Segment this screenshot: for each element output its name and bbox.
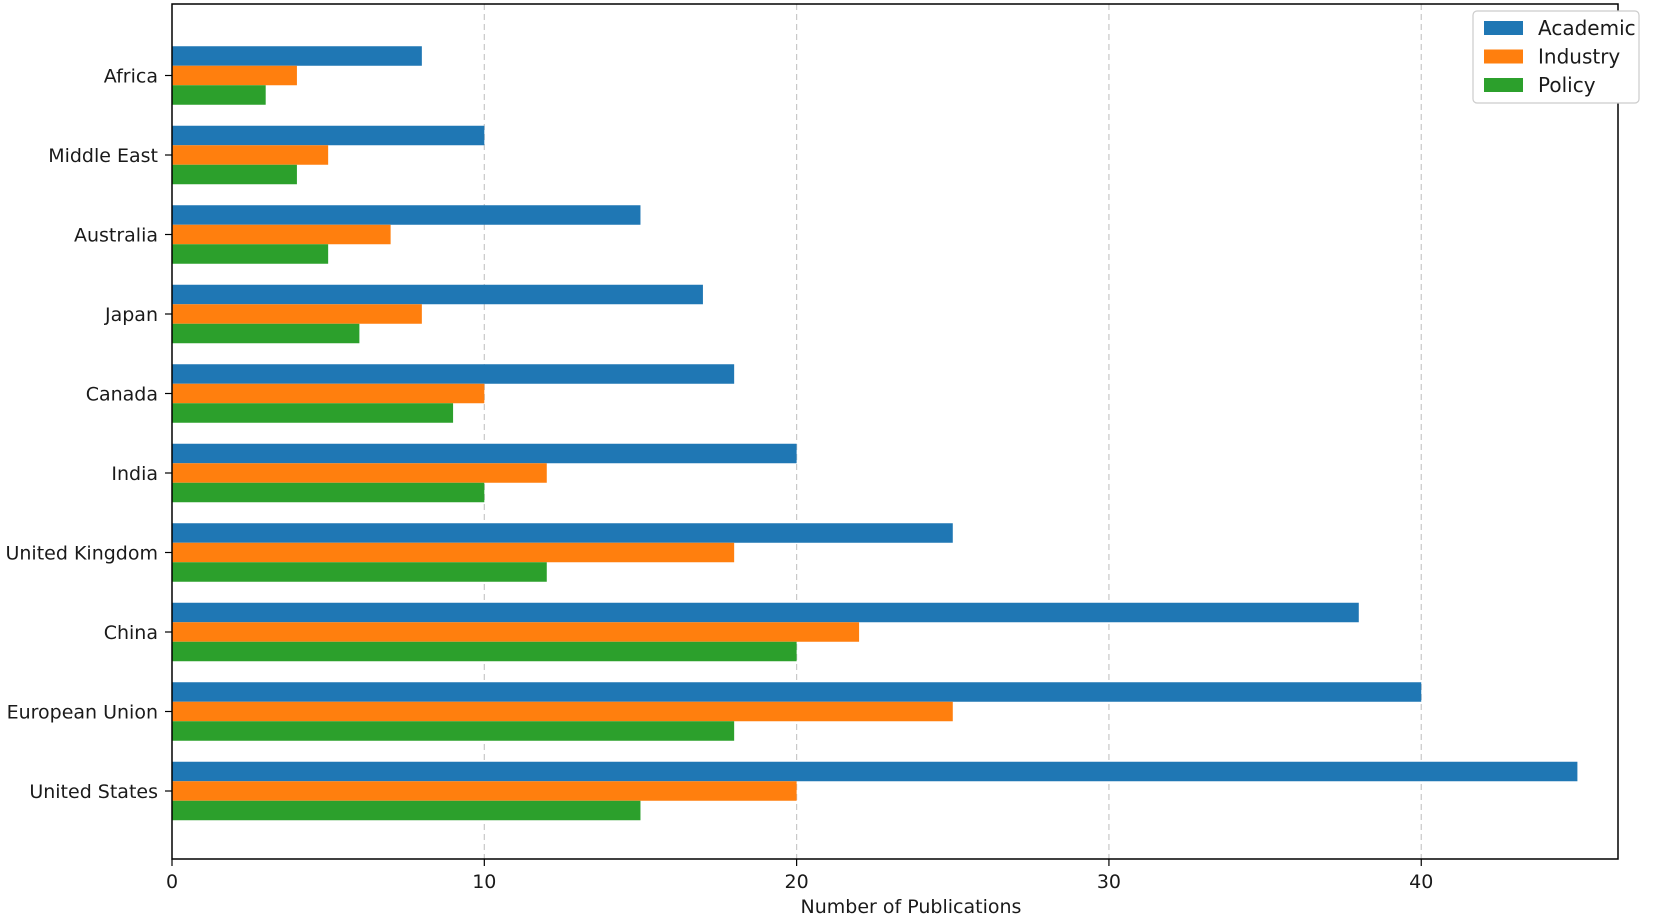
bar-industry-canada xyxy=(172,383,485,404)
x-tick-label-10: 10 xyxy=(472,871,496,893)
y-tick-label-united-states: United States xyxy=(29,781,158,803)
bar-policy-africa xyxy=(172,85,266,105)
legend-label-industry: Industry xyxy=(1538,45,1620,69)
bar-policy-china xyxy=(172,641,797,662)
bar-academic-india xyxy=(172,443,797,464)
y-tick-label-canada: Canada xyxy=(86,384,158,406)
y-tick-label-australia: Australia xyxy=(74,225,158,247)
y-tick-label-india: India xyxy=(111,463,158,485)
legend: Academic Industry Policy xyxy=(1472,10,1640,104)
bar-policy-united-kingdom xyxy=(172,562,547,582)
x-tick-label-20: 20 xyxy=(785,871,809,893)
legend-label-academic: Academic xyxy=(1538,16,1636,40)
y-axis-ticks: United States European Union China United K… xyxy=(5,66,172,803)
bar-academic-china xyxy=(172,602,1359,623)
bar-academic-africa xyxy=(172,46,422,66)
x-tick-label-40: 40 xyxy=(1409,871,1433,893)
bar-academic-european-union xyxy=(172,682,1422,702)
bar-industry-european-union xyxy=(172,701,953,722)
bar-policy-japan xyxy=(172,323,360,344)
bar-industry-china xyxy=(172,622,860,642)
y-tick-label-china: China xyxy=(104,622,158,644)
y-tick-label-japan: Japan xyxy=(104,304,158,326)
plot-frame xyxy=(171,3,1619,860)
y-tick-label-middle-east: Middle East xyxy=(48,145,158,167)
bar-industry-australia xyxy=(172,224,391,245)
bar-academic-united-kingdom xyxy=(172,523,953,543)
bar-academic-australia xyxy=(172,205,641,225)
bar-policy-european-union xyxy=(172,721,735,741)
legend-label-policy: Policy xyxy=(1538,73,1596,97)
y-tick-label-africa: Africa xyxy=(104,66,158,88)
bar-industry-united-kingdom xyxy=(172,542,735,563)
bar-academic-japan xyxy=(172,284,703,305)
bar-policy-australia xyxy=(172,244,329,264)
legend-swatch-policy xyxy=(1484,78,1523,92)
x-axis-ticks: 0 10 20 30 40 xyxy=(166,859,1433,893)
bar-industry-united-states xyxy=(172,781,797,801)
bar-academic-united-states xyxy=(172,761,1578,782)
bar-industry-japan xyxy=(172,304,422,324)
x-tick-label-0: 0 xyxy=(166,871,178,893)
bar-policy-canada xyxy=(172,403,454,423)
y-tick-label-european-union: European Union xyxy=(7,702,158,724)
legend-swatch-academic xyxy=(1484,21,1523,35)
bar-industry-africa xyxy=(172,65,297,86)
bar-industry-india xyxy=(172,463,547,483)
bar-academic-middle-east xyxy=(172,125,485,146)
x-axis-label: Number of Publications xyxy=(801,896,1022,917)
bar-policy-united-states xyxy=(172,800,641,821)
bar-policy-middle-east xyxy=(172,164,297,185)
legend-swatch-industry xyxy=(1484,49,1523,64)
bar-policy-india xyxy=(172,482,485,503)
bars xyxy=(172,46,1578,821)
y-tick-label-united-kingdom: United Kingdom xyxy=(5,543,158,565)
bar-industry-middle-east xyxy=(172,145,329,165)
x-tick-label-30: 30 xyxy=(1097,871,1121,893)
bar-academic-canada xyxy=(172,364,735,384)
